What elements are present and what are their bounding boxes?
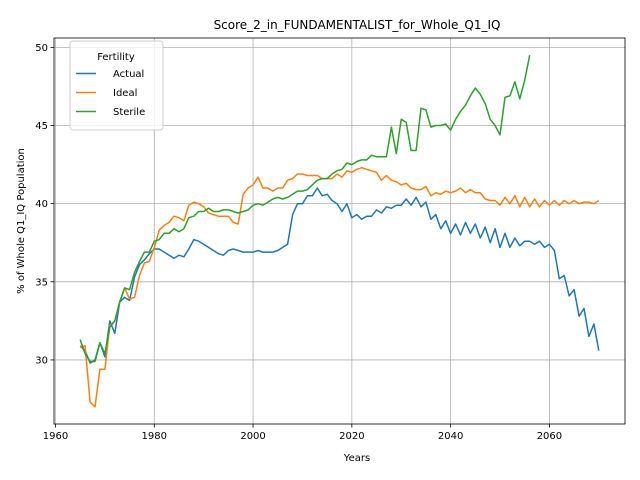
series-lines: [79, 55, 600, 408]
legend-label: Ideal: [113, 88, 137, 99]
y-tick-label: 30: [35, 355, 48, 366]
legend-item-sterile: Sterile: [76, 107, 145, 118]
x-tick-label: 2060: [537, 431, 562, 442]
chart-title: Score_2_in_FUNDAMENTALIST_for_Whole_Q1_I…: [214, 18, 501, 32]
x-axis-label: Years: [343, 453, 370, 464]
x-tick-label: 2020: [339, 431, 364, 442]
legend-item-actual: Actual: [76, 69, 144, 80]
x-tick-label: 1960: [43, 431, 68, 442]
grid-lines: [54, 38, 625, 424]
legend: Fertility Actual Ideal Sterile: [69, 40, 164, 131]
series-line-ideal: [79, 166, 600, 408]
axis-ticks: 1960 1980 2000 2020 2040 2060 30 35 40 45 50: [35, 43, 562, 442]
x-tick-label: 1980: [142, 431, 167, 442]
y-axis-label: % of Whole Q1_IQ Population: [16, 148, 27, 294]
y-tick-label: 45: [35, 121, 48, 132]
x-tick-label: 2040: [438, 431, 463, 442]
legend-box: [69, 40, 164, 131]
legend-label: Sterile: [113, 107, 145, 118]
y-tick-label: 50: [35, 43, 48, 54]
legend-item-ideal: Ideal: [76, 88, 137, 99]
series-line-actual: [79, 187, 600, 364]
legend-title: Fertility: [97, 52, 135, 63]
y-tick-label: 40: [35, 199, 48, 210]
series-line-sterile: [79, 55, 531, 363]
x-tick-label: 2000: [240, 431, 265, 442]
legend-label: Actual: [113, 69, 144, 80]
plot-frame: [53, 37, 626, 425]
y-tick-label: 35: [35, 277, 48, 288]
legend-items: Actual Ideal Sterile: [76, 69, 145, 118]
